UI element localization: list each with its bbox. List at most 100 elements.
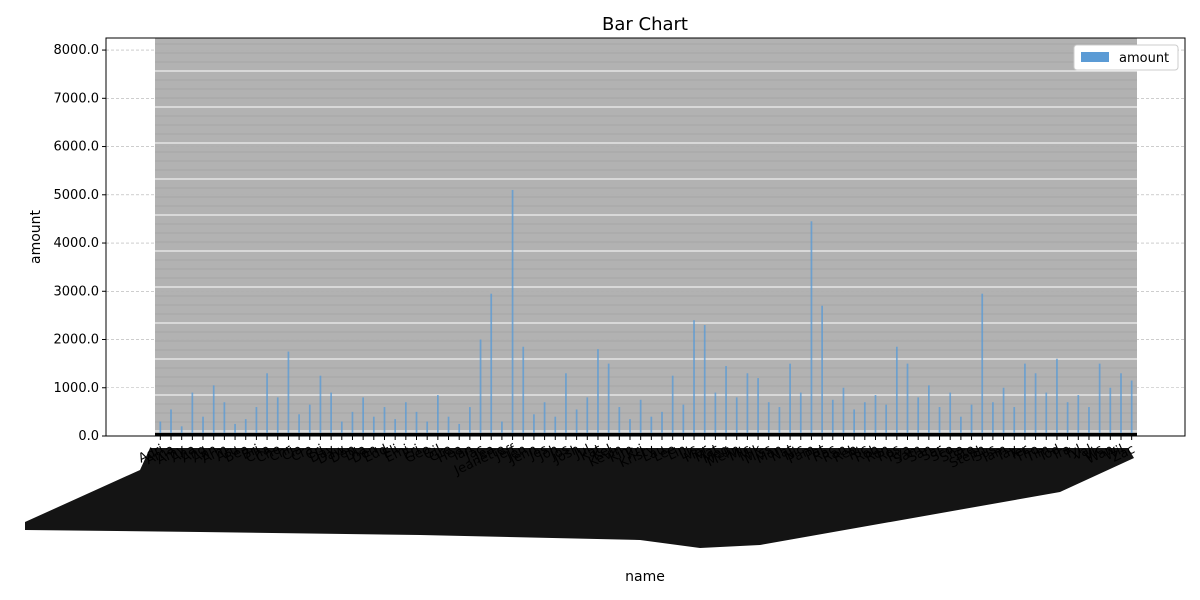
- y-tick-label: 7000.0: [54, 91, 100, 106]
- bar: [810, 221, 813, 436]
- x-tick-label: Cri: [303, 442, 326, 463]
- y-tick-label: 6000.0: [54, 140, 100, 155]
- bar: [778, 407, 781, 436]
- bar: [533, 414, 535, 436]
- bar: [885, 404, 888, 436]
- bar: [447, 416, 450, 436]
- bar: [543, 402, 546, 436]
- y-axis-label: amount: [28, 209, 44, 264]
- bar: [671, 375, 674, 436]
- bar: [1077, 394, 1080, 436]
- x-tick-label: Val: [1071, 442, 1095, 464]
- bar: [1098, 363, 1101, 436]
- bar: [874, 394, 877, 436]
- bar: [917, 397, 920, 436]
- bar: [1013, 407, 1016, 436]
- legend-swatch: [1081, 52, 1109, 62]
- x-tick-label: Eri: [400, 442, 422, 463]
- bar: [575, 409, 578, 436]
- bar: [458, 423, 461, 436]
- bar: [1130, 380, 1133, 436]
- x-tick-label: Vic: [1081, 442, 1105, 464]
- bar: [597, 349, 599, 436]
- y-tick-label: 2000.0: [54, 333, 100, 348]
- bar: [522, 346, 525, 436]
- bar: [437, 394, 439, 436]
- bar: [1120, 373, 1122, 436]
- x-tick-label: Jul: [572, 442, 593, 463]
- y-tick-label: 4000.0: [54, 236, 100, 251]
- x-tick-label-overlap: [25, 448, 1134, 548]
- bar: [661, 411, 663, 436]
- bar: [340, 421, 343, 436]
- bar: [479, 339, 482, 436]
- bar: [191, 392, 194, 436]
- bar: [319, 375, 322, 436]
- x-tick-label: Lis: [677, 442, 700, 463]
- x-tick-label: Eli: [381, 442, 401, 462]
- x-tick-label: Kel: [590, 442, 614, 464]
- bar: [212, 385, 215, 436]
- bar: [618, 407, 621, 436]
- bar: [330, 392, 332, 436]
- y-tick-label: 1000.0: [54, 381, 100, 396]
- bar: [1045, 392, 1048, 436]
- bar: [255, 407, 258, 436]
- bar: [714, 392, 717, 436]
- y-tick-label: 0.0: [78, 429, 99, 444]
- bars: [155, 189, 1137, 436]
- chart-title: Bar Chart: [602, 14, 688, 35]
- x-axis-label: name: [625, 569, 665, 585]
- bar: [170, 409, 172, 436]
- bar: [821, 305, 823, 436]
- y-axis-ticks: 0.0 1000.0 2000.0 3000.0 4000.0 5000.0 6000.0 7…: [54, 43, 106, 444]
- bar: [501, 421, 503, 436]
- bar-edge-lines: [155, 43, 1137, 432]
- bar: [725, 366, 727, 436]
- bar: [853, 409, 855, 436]
- bar: [426, 421, 429, 436]
- bar: [639, 399, 642, 436]
- bar: [746, 373, 749, 436]
- bars-overlap-band: [155, 38, 1137, 436]
- bar: [490, 293, 493, 436]
- x-tick-label: Lin: [665, 442, 689, 464]
- bar: [767, 402, 770, 436]
- x-tick-label: Kri: [624, 442, 646, 463]
- bar: [308, 404, 311, 436]
- bar: [906, 363, 909, 436]
- bar: [1088, 407, 1090, 436]
- bar: [234, 423, 236, 436]
- bar: [629, 419, 631, 436]
- bar: [266, 373, 268, 436]
- bar: [223, 402, 226, 436]
- bar: [949, 392, 952, 436]
- bar: [244, 419, 247, 436]
- bar: [287, 351, 290, 436]
- bar: [682, 404, 685, 436]
- bar: [469, 407, 471, 436]
- bar: [895, 346, 898, 436]
- bar: [1056, 358, 1058, 436]
- bar: [799, 392, 802, 436]
- bar: [180, 426, 183, 436]
- x-tick-label: Gil: [422, 442, 444, 463]
- bar: [202, 416, 204, 436]
- bar: [970, 404, 973, 436]
- bar: [554, 416, 557, 436]
- bar: [789, 363, 791, 436]
- bar: [703, 325, 706, 436]
- y-tick-label: 8000.0: [54, 43, 100, 58]
- bar: [1024, 363, 1026, 436]
- bar: [650, 416, 653, 436]
- y-tick-label: 3000.0: [54, 284, 100, 299]
- bar: [586, 397, 589, 436]
- bar: [1066, 402, 1069, 436]
- baseline-band: [155, 433, 1137, 436]
- bar: [960, 416, 962, 436]
- bar: [1109, 387, 1112, 436]
- x-axis-ticks: AdriAmaAmyAnaAngAnnArmAruBeaBriChaCheChr…: [25, 436, 1137, 548]
- legend-label: amount: [1119, 51, 1169, 66]
- bar: [565, 373, 567, 436]
